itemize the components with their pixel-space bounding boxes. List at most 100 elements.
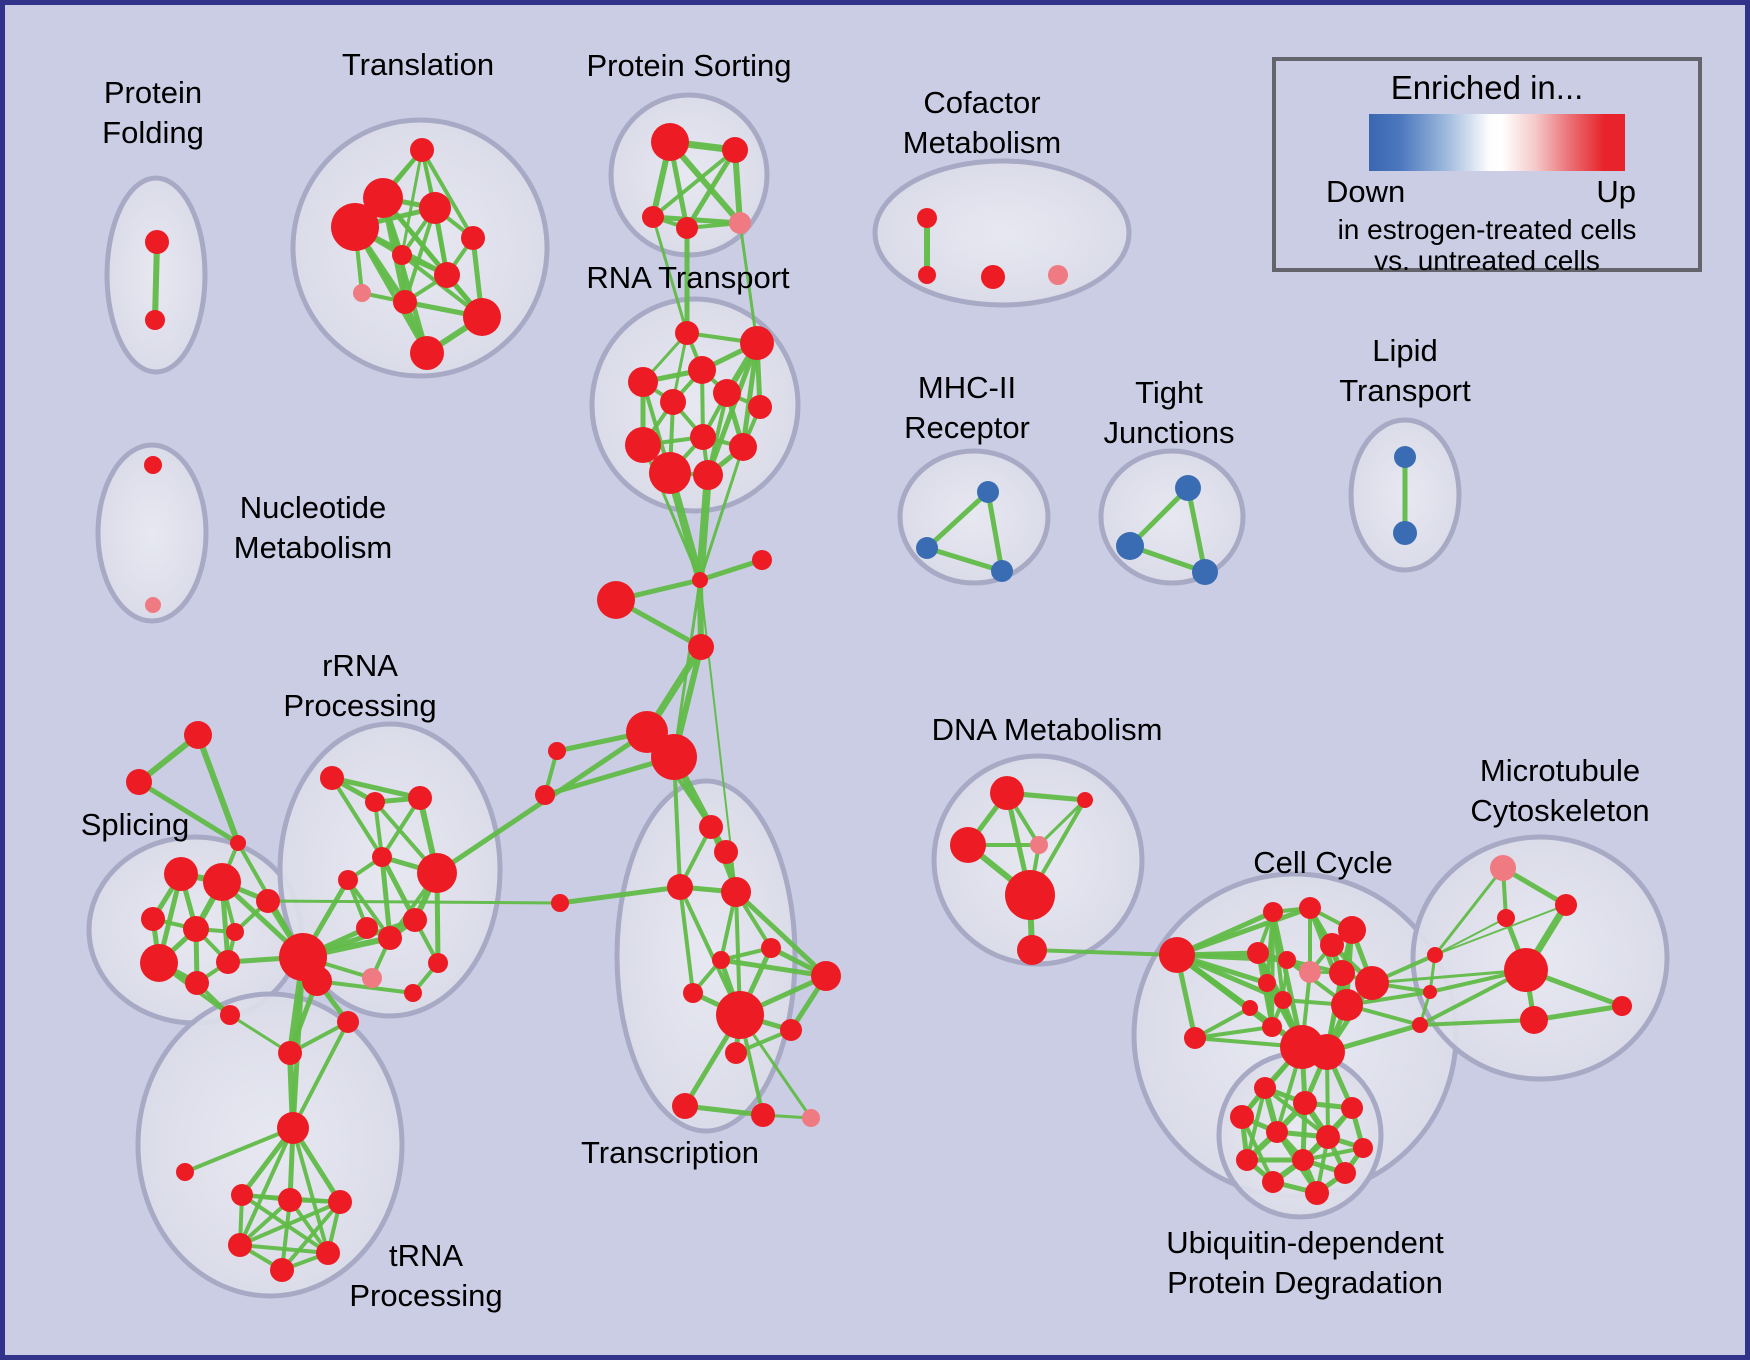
- node-RR9: [403, 908, 427, 932]
- edge-M1-M3: [985, 489, 1005, 574]
- node-SP6: [140, 944, 178, 982]
- edge-TC1-RR13: [291, 1020, 350, 1130]
- node-TR15: [802, 1109, 820, 1127]
- node-TH6: [270, 1258, 294, 1282]
- edge-MT5-MT6: [1531, 1003, 1625, 1023]
- node-TR3: [667, 874, 693, 900]
- node-TH2: [278, 1188, 302, 1212]
- edge-CC10-MT4: [1370, 968, 1528, 985]
- node-RT3: [628, 367, 658, 397]
- edge-CC1-CC15: [1270, 910, 1275, 1029]
- edge-J1-SN1: [697, 557, 765, 583]
- cluster-label-protein-folding-line2: Folding: [102, 115, 204, 150]
- cluster-label-mhc-ii-receptor-line1: MHC-II: [918, 370, 1016, 405]
- cluster-label-cofactor-metabolism-line2: Metabolism: [903, 125, 1062, 160]
- node-NM1: [144, 456, 162, 474]
- edge-CC4-CC2: [1174, 905, 1313, 958]
- node-TR6: [712, 951, 730, 969]
- node-RR1: [320, 766, 344, 790]
- node-UB1: [1254, 1077, 1276, 1099]
- edge-RT2-RT10: [740, 340, 760, 450]
- node-CCB2: [1309, 1034, 1345, 1070]
- node-T11: [410, 336, 444, 370]
- node-RR5: [417, 853, 457, 893]
- node-MT1: [1490, 855, 1516, 881]
- node-BR1: [1427, 947, 1443, 963]
- node-J1: [692, 572, 708, 588]
- node-RR11: [428, 953, 448, 973]
- node-MN1: [688, 634, 714, 660]
- node-MT4: [1504, 948, 1548, 992]
- node-TJ1: [1175, 475, 1201, 501]
- edge-T1-T6: [400, 148, 424, 257]
- cluster-label-dna-metabolism: DNA Metabolism: [932, 712, 1163, 747]
- edge-RT12-J1: [696, 471, 712, 584]
- node-PS3: [642, 206, 664, 228]
- node-RRH2: [302, 966, 332, 996]
- cluster-label-protein-folding-line1: Protein: [104, 75, 202, 110]
- node-CC6: [1278, 951, 1296, 969]
- edge-J1-HUB2: [672, 578, 702, 759]
- cluster-label-lipid-transport-line1: Lipid: [1372, 333, 1438, 368]
- node-CC12: [1274, 991, 1292, 1009]
- node-LT2: [1393, 521, 1417, 545]
- node-MT2: [1555, 894, 1577, 916]
- edge-TJ1-TJ3: [1185, 485, 1208, 575]
- cluster-label-nucleotide-metabolism-line1: Nucleotide: [240, 490, 386, 525]
- node-RT11: [649, 452, 691, 494]
- node-RT2: [740, 326, 774, 360]
- edge-DM5-DM3: [1037, 798, 1087, 847]
- node-UB2: [1293, 1091, 1317, 1115]
- edge-CC1-CCB1: [1270, 909, 1305, 1050]
- edge-TH3-TH4: [238, 1200, 342, 1247]
- edge-FA-FC: [195, 732, 241, 846]
- cluster-label-transcription: Transcription: [581, 1135, 759, 1170]
- cluster-label-lipid-transport-line2: Transport: [1339, 373, 1471, 408]
- edge-TR4-TR8: [733, 889, 829, 979]
- node-T6: [392, 245, 412, 265]
- edge-MT1-BR1: [1433, 866, 1505, 957]
- edge-TR13-TR14: [682, 1103, 766, 1118]
- node-CF1: [917, 208, 937, 228]
- node-RT12: [693, 460, 723, 490]
- node-TR5: [551, 894, 569, 912]
- node-UB12: [1305, 1181, 1329, 1205]
- node-TJ3: [1192, 559, 1218, 585]
- node-CC1: [1263, 902, 1283, 922]
- node-TJ2: [1116, 532, 1144, 560]
- edge-RR4-RR8: [379, 854, 393, 941]
- legend-subtitle-line2: vs. untreated cells: [1374, 245, 1600, 276]
- edge-FB-FC: [136, 779, 241, 846]
- node-DM3: [1030, 836, 1048, 854]
- node-UB3: [1341, 1097, 1363, 1119]
- node-RT1: [675, 321, 699, 345]
- cluster-label-cofactor-metabolism-line1: Cofactor: [923, 85, 1040, 120]
- node-DM5: [1077, 792, 1093, 808]
- node-T10: [463, 298, 501, 336]
- edge-M1-M2: [924, 489, 991, 551]
- node-TR8: [811, 961, 841, 991]
- legend-endpoint-labels: Down Up: [1276, 171, 1698, 210]
- node-TH1: [231, 1184, 253, 1206]
- node-UB5: [1266, 1121, 1288, 1143]
- node-DM4: [1005, 870, 1055, 920]
- node-RR13: [337, 1011, 359, 1033]
- node-CC15: [1262, 1017, 1282, 1037]
- node-M1: [977, 481, 999, 503]
- cluster-label-microtubule-cytoskeleton-line1: Microtubule: [1480, 753, 1640, 788]
- edge-UB1-UB6: [1263, 1086, 1330, 1139]
- edge-TC1-RRH1: [290, 954, 306, 1131]
- node-RR10: [362, 968, 382, 988]
- cluster-label-cell-cycle: Cell Cycle: [1253, 845, 1393, 880]
- edge-TR3-TR5: [557, 884, 683, 906]
- node-BN1: [597, 581, 635, 619]
- node-T9: [393, 290, 417, 314]
- cluster-ellipse-transcription: [614, 778, 798, 1134]
- cluster-label-rrna-processing-line2: Processing: [283, 688, 436, 723]
- edge-TC1-TH4: [238, 1126, 295, 1247]
- node-CC3: [1338, 916, 1366, 944]
- edge-RR1-RR3: [329, 775, 423, 801]
- edge-RT2-RT12: [705, 340, 760, 478]
- legend-title: Enriched in...: [1390, 69, 1584, 106]
- edge-BR1-MT2: [1434, 904, 1567, 956]
